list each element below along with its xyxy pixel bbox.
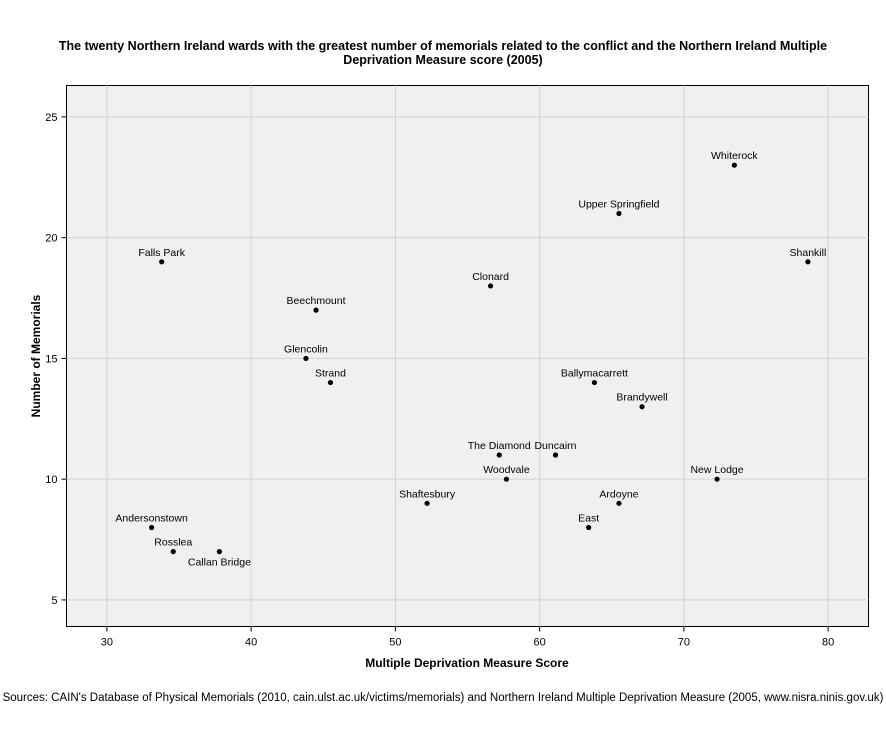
axis-ticks: 30 40 50 60 70 80 5 10 15 20 25 <box>45 112 834 649</box>
data-point-label: Beechmount <box>287 295 346 307</box>
x-tick-label: 40 <box>245 637 257 649</box>
data-point-group: Glencolin <box>284 343 328 362</box>
y-tick-label: 10 <box>45 474 57 486</box>
data-point <box>805 259 811 265</box>
data-point <box>496 452 502 458</box>
data-point <box>327 379 334 386</box>
x-tick-label: 50 <box>389 637 401 649</box>
data-point-label: Brandywell <box>616 392 667 404</box>
data-point-group: Strand <box>315 368 346 386</box>
gridlines <box>66 85 869 627</box>
data-point-label: Shaftesbury <box>399 488 456 500</box>
data-point-label: Clonard <box>472 271 509 283</box>
source-note: Sources: CAIN's Database of Physical Mem… <box>2 692 884 704</box>
data-point-group: Upper Springfield <box>578 199 660 217</box>
data-point-group: Woodvale <box>483 464 530 482</box>
data-point-label: Upper Springfield <box>578 199 659 211</box>
data-point-label: Whiterock <box>711 150 758 162</box>
data-point-label: Duncairn <box>534 440 576 452</box>
y-tick-label: 15 <box>45 353 57 365</box>
y-tick-label: 20 <box>45 233 57 245</box>
x-axis-title: Multiple Deprivation Measure Score <box>365 656 569 670</box>
data-point-label: The Diamond <box>468 440 531 452</box>
data-point <box>503 476 510 482</box>
data-point-label: Strand <box>315 368 346 380</box>
data-point-group: Ardoyne <box>599 488 639 506</box>
data-point-label: Ardoyne <box>599 488 638 500</box>
x-tick-label: 60 <box>533 637 545 649</box>
data-point <box>487 283 494 289</box>
y-tick-label: 25 <box>45 112 57 124</box>
data-point-group: Callan Bridge <box>188 549 251 569</box>
data-point <box>313 307 319 313</box>
x-tick-label: 30 <box>101 637 113 649</box>
data-point-group: New Lodge <box>690 464 744 482</box>
x-tick-label: 80 <box>822 637 834 649</box>
chart-title-line-1: The twenty Northern Ireland wards with t… <box>58 39 828 53</box>
x-tick-label: 70 <box>678 637 690 649</box>
y-axis-title: Number of Memorials <box>29 294 43 417</box>
data-point-group: Brandywell <box>616 392 668 410</box>
data-point-label: Andersonstown <box>115 512 188 524</box>
data-point-group: Rosslea <box>154 537 192 555</box>
data-point-label: Rosslea <box>154 537 192 549</box>
plot-area <box>66 85 869 627</box>
data-point <box>616 210 622 217</box>
data-point <box>424 500 430 506</box>
data-point <box>731 162 737 168</box>
data-point <box>639 404 645 410</box>
data-point-label: Callan Bridge <box>188 557 251 569</box>
data-point-group: Beechmount <box>287 295 346 313</box>
data-point-group: Clonard <box>472 271 509 289</box>
data-point-label: Woodvale <box>483 464 530 476</box>
data-point-group: Shankill <box>790 247 827 265</box>
data-point-label: Glencolin <box>284 343 328 355</box>
data-point-group: East <box>578 512 599 531</box>
data-point-group: Falls Park <box>138 247 186 265</box>
data-point-label: Falls Park <box>138 247 185 259</box>
data-point-group: Andersonstown <box>115 512 188 531</box>
data-points: Whiterock Upper Springfield Falls Park Shan… <box>115 150 826 568</box>
data-point-label: Ballymacarrett <box>561 368 628 380</box>
data-point-label: Shankill <box>790 247 827 259</box>
data-point-group: Whiterock <box>711 150 758 168</box>
data-point <box>303 355 309 362</box>
data-point <box>170 549 176 555</box>
y-tick-label: 5 <box>51 595 57 607</box>
data-point-group: Duncairn <box>534 440 577 458</box>
data-point <box>586 524 592 531</box>
data-point <box>552 452 559 458</box>
data-point <box>216 549 222 555</box>
data-point-group: Shaftesbury <box>399 488 456 506</box>
data-point <box>591 379 598 386</box>
data-point <box>149 524 155 531</box>
data-point-group: The Diamond <box>468 440 531 458</box>
chart-title-line-2: Deprivation Measure score (2005) <box>343 53 543 67</box>
data-point <box>616 500 622 506</box>
data-point-label: New Lodge <box>690 464 743 476</box>
data-point-group: Ballymacarrett <box>561 368 628 386</box>
data-point-label: East <box>578 512 599 524</box>
chart-title: The twenty Northern Ireland wards with t… <box>0 39 886 67</box>
data-point <box>714 476 720 482</box>
data-point <box>159 259 165 265</box>
